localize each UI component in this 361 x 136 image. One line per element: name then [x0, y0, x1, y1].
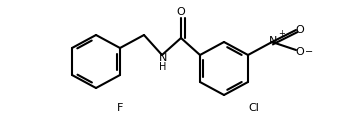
Text: N: N [159, 53, 167, 63]
Text: −: − [305, 47, 313, 57]
Text: O: O [177, 7, 186, 17]
Text: H: H [159, 62, 167, 72]
Text: Cl: Cl [249, 103, 260, 113]
Text: +: + [279, 30, 286, 38]
Text: O: O [296, 47, 304, 57]
Text: N: N [269, 36, 277, 46]
Text: F: F [117, 103, 123, 113]
Text: O: O [296, 25, 304, 35]
